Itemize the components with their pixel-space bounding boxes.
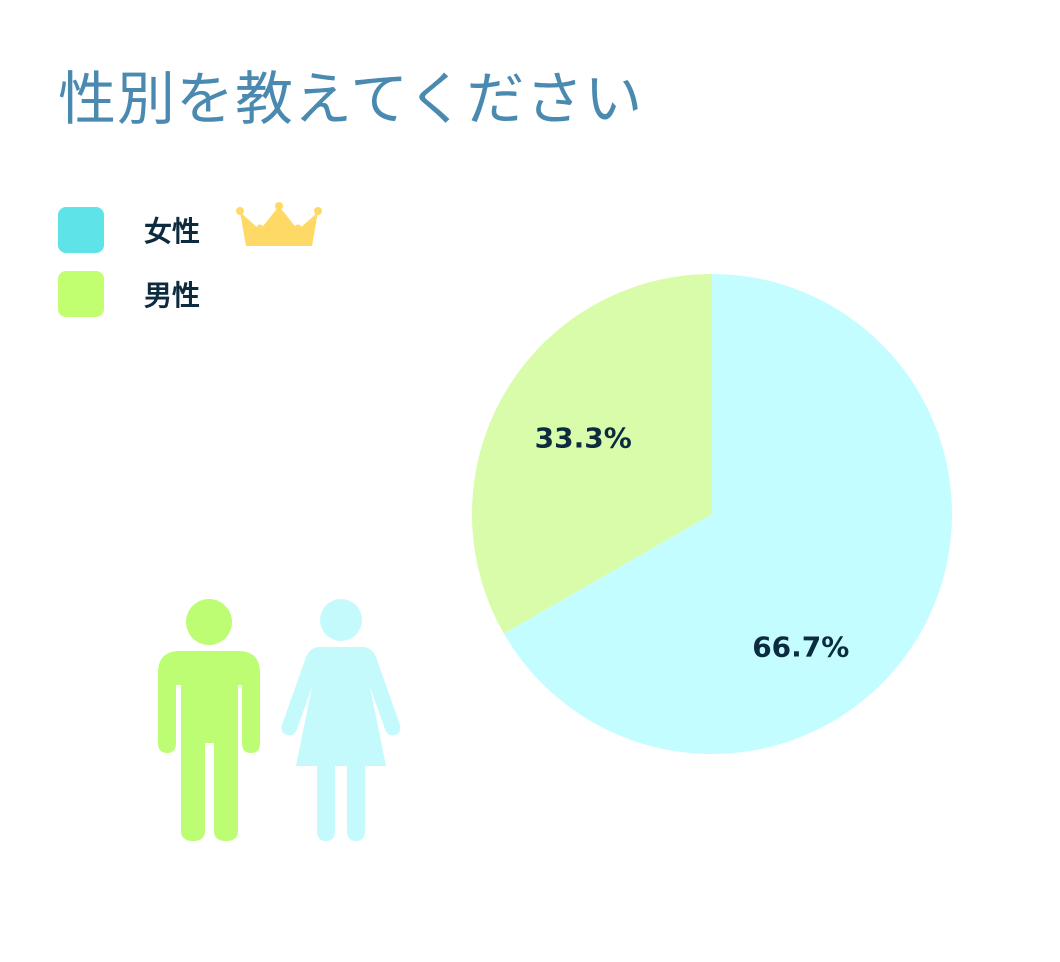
legend-item-male: 男性 xyxy=(58,268,200,320)
legend-label-female: 女性 xyxy=(144,215,201,248)
chart-legend: 女性 男性 xyxy=(58,202,322,332)
legend-swatch-male xyxy=(58,271,104,317)
pie-label-male: 33.3% xyxy=(535,421,632,454)
legend-item-female: 女性 xyxy=(58,202,322,256)
pie-slice-female xyxy=(503,274,953,755)
legend-label-male: 男性 xyxy=(144,279,201,312)
legend-swatch-female xyxy=(58,207,104,253)
man-figure-icon xyxy=(158,599,260,841)
woman-figure-icon xyxy=(281,599,401,841)
people-illustration xyxy=(158,599,401,841)
pie-label-female: 66.7% xyxy=(752,631,849,664)
crown-icon xyxy=(236,202,322,246)
pie-slice-male xyxy=(472,274,712,634)
page-title: 性別を教えてください xyxy=(58,65,644,133)
